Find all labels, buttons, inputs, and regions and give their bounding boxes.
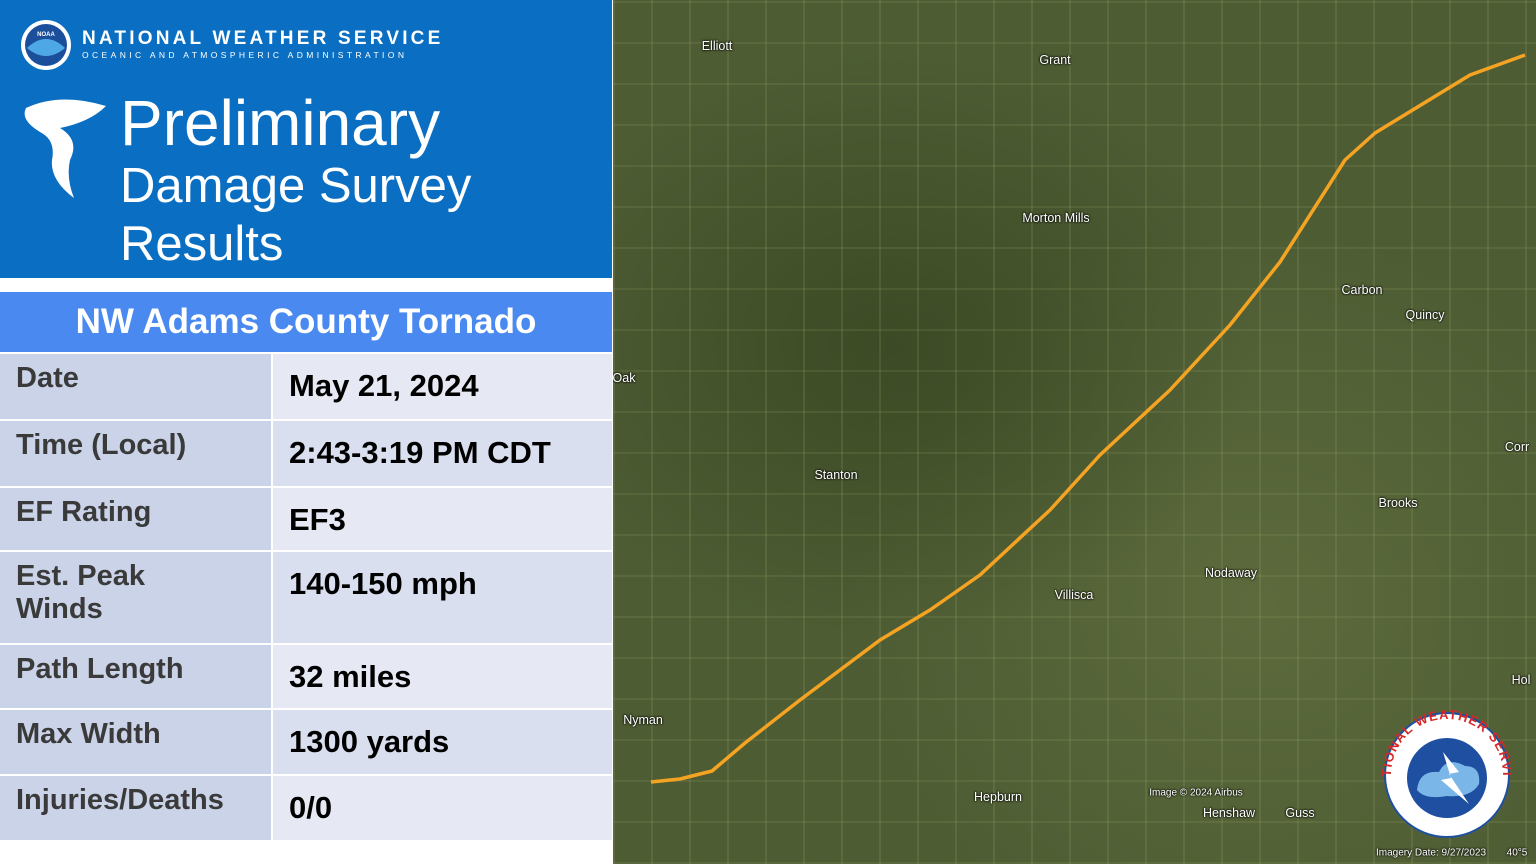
map-label: Nyman bbox=[623, 713, 663, 727]
row-value: 1300 yards bbox=[273, 710, 612, 774]
info-panel: NOAA NATIONAL WEATHER SERVICE OCEANIC AN… bbox=[0, 0, 612, 864]
map-credit: 40°5 bbox=[1506, 847, 1528, 859]
table-row: EF Rating EF3 bbox=[0, 488, 612, 550]
map-label: Hol bbox=[1511, 673, 1531, 687]
map-label: Brooks bbox=[1378, 496, 1418, 510]
map-label: Quincy bbox=[1405, 308, 1445, 322]
tornado-icon bbox=[24, 99, 106, 198]
table-row: Path Length 32 miles bbox=[0, 645, 612, 708]
nws-logo-text: NATIONAL WEATHER SERVICE bbox=[613, 0, 1515, 777]
row-value: 2:43-3:19 PM CDT bbox=[273, 421, 612, 486]
map-label: Villisca bbox=[1054, 588, 1094, 602]
row-value: May 21, 2024 bbox=[273, 354, 612, 419]
map-label: Nodaway bbox=[1204, 566, 1258, 580]
header-graphics: NOAA bbox=[21, 20, 106, 198]
table-row: Time (Local) 2:43-3:19 PM CDT bbox=[0, 421, 612, 486]
row-value: 32 miles bbox=[273, 645, 612, 708]
map-label: Hepburn bbox=[974, 790, 1022, 804]
row-value: EF3 bbox=[273, 488, 612, 550]
map: Elliott Grant Morton Mills Carbon Quincy Oak S… bbox=[613, 0, 1536, 864]
row-label: Max Width bbox=[0, 710, 273, 774]
row-label: Est. Peak Winds bbox=[0, 552, 273, 643]
map-label: Guss bbox=[1285, 806, 1315, 820]
table-row: Est. Peak Winds 140-150 mph bbox=[0, 552, 612, 643]
table-row: Max Width 1300 yards bbox=[0, 710, 612, 774]
row-label: Date bbox=[0, 354, 273, 419]
map-label: Oak bbox=[613, 371, 636, 385]
map-label: Grant bbox=[1039, 53, 1071, 67]
row-value: 0/0 bbox=[273, 776, 612, 840]
map-label: Corr bbox=[1504, 440, 1530, 454]
nws-logo-ring bbox=[1384, 712, 1510, 838]
title-line: Preliminary bbox=[120, 87, 441, 159]
noaa-logo-bird bbox=[27, 39, 65, 56]
map-label: Elliott bbox=[701, 39, 733, 53]
agency: NATIONAL WEATHER SERVICE bbox=[82, 28, 444, 49]
tornado-path bbox=[650, 53, 1526, 784]
title-line: Results bbox=[120, 217, 284, 271]
map-label: Morton Mills bbox=[1022, 211, 1090, 225]
row-label: Injuries/Deaths bbox=[0, 776, 273, 840]
title-line: Damage Survey bbox=[120, 159, 472, 213]
map-label: Carbon bbox=[1341, 283, 1383, 297]
map-label: Stanton bbox=[814, 468, 858, 482]
row-value: 140-150 mph bbox=[273, 552, 612, 643]
row-label: Time (Local) bbox=[0, 421, 273, 486]
map-label: Henshaw bbox=[1202, 806, 1256, 820]
row-label: EF Rating bbox=[0, 488, 273, 550]
map-credit: Image © 2024 Airbus bbox=[1149, 787, 1243, 799]
nws-logo-bolt bbox=[1441, 752, 1469, 804]
table: Date May 21, 2024 Time (Local) 2:43-3:19 PM… bbox=[0, 352, 612, 842]
table-row: Injuries/Deaths 0/0 bbox=[0, 776, 612, 840]
noaa-logo-text: NOAA bbox=[37, 32, 55, 38]
header: NOAA NATIONAL WEATHER SERVICE OCEANIC AN… bbox=[0, 0, 612, 278]
nws-logo-text-path: NATIONAL WEATHER SERVICE bbox=[613, 0, 1514, 777]
map-credit: Imagery Date: 9/27/2023 bbox=[1375, 847, 1487, 859]
table-row: Date May 21, 2024 bbox=[0, 354, 612, 419]
row-label: Path Length bbox=[0, 645, 273, 708]
table-title: NW Adams County Tornado bbox=[0, 292, 612, 352]
subagency: OCEANIC AND ATMOSPHERIC ADMINISTRATION bbox=[82, 50, 408, 60]
map-overlay: NATIONAL WEATHER SERVICE bbox=[613, 0, 1526, 838]
